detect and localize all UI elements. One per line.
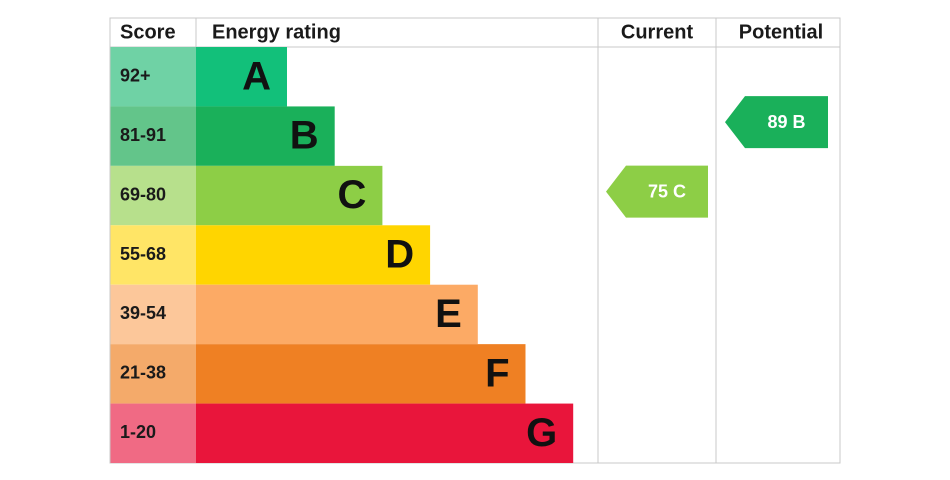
score-label: 55-68 [120, 244, 166, 264]
current-arrow [606, 165, 708, 218]
score-cell [110, 344, 196, 404]
header-current: Current [621, 21, 694, 43]
rating-letter: A [242, 54, 271, 98]
rating-bar [196, 225, 431, 285]
rating-letter: E [435, 292, 462, 336]
potential-label: 89 B [767, 112, 805, 132]
score-label: 81-91 [120, 125, 166, 145]
rating-letter: F [485, 351, 509, 395]
score-label: 21-38 [120, 363, 166, 383]
score-label: 92+ [120, 65, 151, 85]
score-cell [110, 284, 196, 345]
score-cell [110, 165, 196, 226]
potential-arrow [725, 96, 828, 149]
score-cell [110, 403, 196, 463]
score-cell [110, 106, 196, 166]
rating-bar [196, 403, 574, 463]
header-score: Score [120, 21, 176, 43]
rating-letter: C [338, 173, 367, 217]
rating-bar [196, 47, 287, 107]
rating-letter: G [526, 411, 557, 455]
rating-bar [196, 165, 383, 226]
header-rating: Energy rating [212, 21, 341, 43]
score-cell [110, 225, 196, 285]
current-label: 75 C [648, 181, 686, 201]
score-label: 1-20 [120, 422, 156, 442]
rating-bar [196, 106, 335, 166]
rating-bar [196, 344, 526, 404]
score-label: 69-80 [120, 184, 166, 204]
rating-letter: B [290, 114, 319, 158]
score-label: 39-54 [120, 303, 166, 323]
score-cell [110, 47, 196, 107]
header-potential: Potential [739, 21, 823, 43]
rating-letter: D [385, 233, 414, 277]
rating-bar [196, 284, 478, 345]
